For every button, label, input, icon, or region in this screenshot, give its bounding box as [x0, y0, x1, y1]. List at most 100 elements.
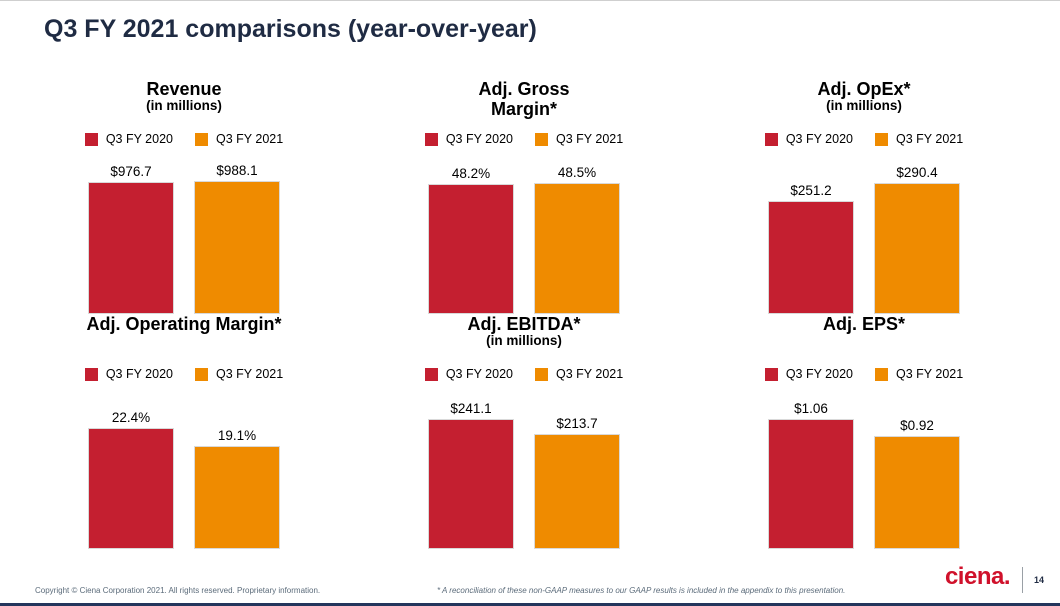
- chart-revenue: Revenue (in millions) Q3 FY 2020 Q3 FY 2…: [14, 79, 354, 314]
- chart-subtitle: (in millions): [826, 98, 902, 114]
- legend-swatch-fy2021: [195, 132, 208, 146]
- bar-value-label: $290.4: [896, 165, 938, 180]
- chart-legend: Q3 FY 2020 Q3 FY 2021: [424, 366, 624, 382]
- ciena-logo: ciena.: [944, 563, 1011, 590]
- legend-swatch-fy2020: [424, 367, 438, 381]
- legend-label-fy2021: Q3 FY 2021: [216, 367, 284, 381]
- bar-value-label: $213.7: [556, 416, 598, 431]
- bar-plot: $1.06 $0.92: [768, 382, 960, 549]
- legend-label-fy2020: Q3 FY 2020: [785, 132, 853, 146]
- legend-label-fy2021: Q3 FY 2021: [896, 367, 964, 381]
- chart-adj-opex: Adj. OpEx* (in millions) Q3 FY 2020 Q3 F…: [694, 79, 1034, 314]
- chart-title: Adj. Operating Margin*: [86, 314, 282, 334]
- charts-grid: Revenue (in millions) Q3 FY 2020 Q3 FY 2…: [14, 79, 1034, 549]
- page-number-divider: [1022, 567, 1023, 593]
- bar-group-fy2021: $213.7: [534, 416, 620, 549]
- chart-head: Revenue (in millions): [146, 79, 222, 131]
- bar-fy2020: [768, 419, 854, 549]
- bar-group-fy2021: $0.92: [874, 418, 960, 549]
- chart-subtitle: (in millions): [146, 98, 222, 114]
- legend-swatch-fy2021: [535, 367, 548, 381]
- legend-label-fy2021: Q3 FY 2021: [556, 367, 624, 381]
- bar-group-fy2020: $251.2: [768, 183, 854, 314]
- bar-value-label: 48.2%: [451, 166, 491, 181]
- bar-plot: 48.2% 48.5%: [428, 147, 620, 314]
- bar-value-label: 19.1%: [217, 428, 257, 443]
- chart-head: Adj. OpEx* (in millions): [817, 79, 910, 131]
- legend-label-fy2021: Q3 FY 2021: [556, 132, 624, 146]
- bar-value-label: $0.92: [900, 418, 934, 433]
- bar-value-label: 22.4%: [111, 410, 151, 425]
- chart-adj-eps: Adj. EPS* Q3 FY 2020 Q3 FY 2021 $1.06 $0…: [694, 314, 1034, 549]
- bar-fy2021: [194, 446, 280, 549]
- bar-group-fy2020: $976.7: [88, 164, 174, 314]
- bar-fy2021: [874, 183, 960, 314]
- legend-swatch-fy2021: [875, 367, 888, 381]
- bar-fy2020: [428, 419, 514, 549]
- bar-fy2020: [88, 428, 174, 549]
- chart-legend: Q3 FY 2020 Q3 FY 2021: [764, 366, 964, 382]
- legend-label-fy2020: Q3 FY 2020: [105, 367, 173, 381]
- chart-adj-ebitda: Adj. EBITDA* (in millions) Q3 FY 2020 Q3…: [354, 314, 694, 549]
- bar-group-fy2020: $1.06: [768, 401, 854, 549]
- bar-plot: $241.1 $213.7: [428, 382, 620, 549]
- bar-group-fy2020: $241.1: [428, 401, 514, 549]
- bar-fy2020: [88, 182, 174, 314]
- legend-swatch-fy2020: [764, 367, 778, 381]
- chart-legend: Q3 FY 2020 Q3 FY 2021: [424, 131, 624, 147]
- bar-plot: $251.2 $290.4: [768, 147, 960, 314]
- bar-value-label: $976.7: [110, 164, 152, 179]
- legend-label-fy2021: Q3 FY 2021: [216, 132, 284, 146]
- legend-label-fy2020: Q3 FY 2020: [445, 367, 513, 381]
- chart-head: Adj. Operating Margin*: [86, 314, 281, 366]
- legend-label-fy2021: Q3 FY 2021: [896, 132, 964, 146]
- legend-swatch-fy2021: [875, 132, 888, 146]
- footer-footnote: * A reconciliation of these non-GAAP mea…: [437, 586, 846, 595]
- chart-legend: Q3 FY 2020 Q3 FY 2021: [764, 131, 964, 147]
- bar-plot: 22.4% 19.1%: [88, 382, 280, 549]
- chart-legend: Q3 FY 2020 Q3 FY 2021: [84, 366, 284, 382]
- legend-swatch-fy2020: [84, 132, 98, 146]
- slide-bottom-accent-bar: [0, 603, 1060, 606]
- bar-plot: $976.7 $988.1: [88, 147, 280, 314]
- page-number: 14: [1033, 575, 1044, 585]
- bar-group-fy2021: 48.5%: [534, 165, 620, 314]
- chart-head: Adj. EPS*: [823, 314, 905, 366]
- chart-title: Adj. OpEx*: [817, 79, 911, 99]
- legend-swatch-fy2021: [535, 132, 548, 146]
- bar-group-fy2020: 22.4%: [88, 410, 174, 549]
- bar-fy2021: [874, 436, 960, 549]
- bar-value-label: $1.06: [794, 401, 828, 416]
- chart-adj-operating-margin: Adj. Operating Margin* Q3 FY 2020 Q3 FY …: [14, 314, 354, 549]
- chart-head: Adj. Gross Margin*: [478, 79, 569, 131]
- bar-value-label: $988.1: [216, 163, 258, 178]
- legend-label-fy2020: Q3 FY 2020: [445, 132, 513, 146]
- chart-adj-gross-margin: Adj. Gross Margin* Q3 FY 2020 Q3 FY 2021…: [354, 79, 694, 314]
- bar-group-fy2021: $988.1: [194, 163, 280, 314]
- bar-fy2021: [194, 181, 280, 314]
- chart-title: Adj. Gross Margin*: [478, 79, 570, 120]
- bar-group-fy2021: 19.1%: [194, 428, 280, 549]
- bar-value-label: $241.1: [450, 401, 492, 416]
- bar-fy2021: [534, 183, 620, 314]
- slide-title: Q3 FY 2021 comparisons (year-over-year): [44, 15, 537, 43]
- chart-title: Revenue: [146, 79, 222, 99]
- chart-title: Adj. EPS*: [822, 314, 906, 334]
- legend-swatch-fy2020: [84, 367, 98, 381]
- footer-copyright: Copyright © Ciena Corporation 2021. All …: [35, 586, 321, 595]
- legend-label-fy2020: Q3 FY 2020: [785, 367, 853, 381]
- bar-value-label: 48.5%: [557, 165, 597, 180]
- bar-group-fy2020: 48.2%: [428, 166, 514, 314]
- bar-fy2020: [768, 201, 854, 314]
- bar-value-label: $251.2: [790, 183, 832, 198]
- chart-subtitle: (in millions): [486, 333, 562, 349]
- legend-label-fy2020: Q3 FY 2020: [105, 132, 173, 146]
- bar-fy2021: [534, 434, 620, 549]
- bar-group-fy2021: $290.4: [874, 165, 960, 314]
- legend-swatch-fy2020: [764, 132, 778, 146]
- chart-legend: Q3 FY 2020 Q3 FY 2021: [84, 131, 284, 147]
- chart-title: Adj. EBITDA*: [467, 314, 581, 334]
- bar-fy2020: [428, 184, 514, 314]
- legend-swatch-fy2020: [424, 132, 438, 146]
